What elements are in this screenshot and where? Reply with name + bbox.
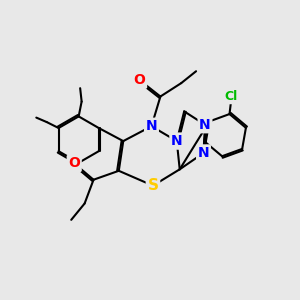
Text: S: S: [148, 178, 158, 193]
Text: N: N: [146, 119, 157, 133]
Text: O: O: [68, 156, 80, 170]
Text: O: O: [134, 73, 146, 87]
Text: N: N: [198, 146, 209, 160]
Text: N: N: [199, 118, 211, 132]
Text: Cl: Cl: [224, 90, 238, 103]
Text: N: N: [171, 134, 183, 148]
